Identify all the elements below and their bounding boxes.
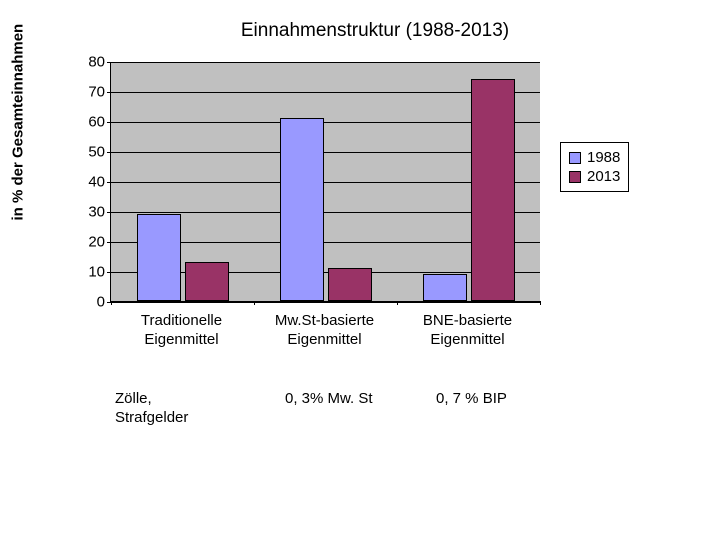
x-axis-label: BNE-basierteEigenmittel xyxy=(396,312,539,350)
x-tick-mark xyxy=(111,301,112,305)
bar xyxy=(423,274,467,301)
x-tick-mark xyxy=(540,301,541,305)
chart-container: Einnahmenstruktur (1988-2013) in % der G… xyxy=(40,20,680,362)
legend-item: 2013 xyxy=(569,168,620,185)
x-axis-label: TraditionelleEigenmittel xyxy=(110,312,253,350)
gridline xyxy=(111,62,540,63)
x-axis-label: Mw.St-basierteEigenmittel xyxy=(253,312,396,350)
legend-item: 1988 xyxy=(569,149,620,166)
chart-title: Einnahmenstruktur (1988-2013) xyxy=(70,20,680,42)
y-tick-label: 80 xyxy=(88,55,105,70)
y-tick-mark xyxy=(107,182,111,183)
legend-swatch-icon xyxy=(569,171,581,183)
bar xyxy=(328,268,372,301)
x-tick-mark xyxy=(254,301,255,305)
y-tick-label: 50 xyxy=(88,145,105,160)
bar xyxy=(137,214,181,301)
legend-swatch-icon xyxy=(569,152,581,164)
y-tick-label: 10 xyxy=(88,265,105,280)
annotation-text: 0, 7 % BIP xyxy=(436,390,507,409)
y-tick-mark xyxy=(107,152,111,153)
y-tick-label: 20 xyxy=(88,235,105,250)
y-tick-label: 70 xyxy=(88,85,105,100)
gridline xyxy=(111,302,540,303)
annotation-text: 0, 3% Mw. St xyxy=(285,390,373,409)
legend-label: 1988 xyxy=(587,149,620,166)
x-tick-mark xyxy=(397,301,398,305)
y-tick-mark xyxy=(107,122,111,123)
y-tick-mark xyxy=(107,212,111,213)
y-tick-label: 40 xyxy=(88,175,105,190)
y-axis-label: in % der Gesamteinnahmen xyxy=(10,24,27,221)
legend: 1988 2013 xyxy=(560,142,629,192)
bar xyxy=(471,79,515,301)
legend-label: 2013 xyxy=(587,168,620,185)
annotation-text: Zölle,Strafgelder xyxy=(115,390,188,428)
bar xyxy=(185,262,229,301)
chart-area: in % der Gesamteinnahmen 010203040506070… xyxy=(40,62,680,362)
y-tick-label: 0 xyxy=(97,295,105,310)
plot-region: 01020304050607080 xyxy=(110,62,540,302)
y-tick-mark xyxy=(107,62,111,63)
y-tick-mark xyxy=(107,242,111,243)
y-tick-mark xyxy=(107,92,111,93)
y-tick-mark xyxy=(107,272,111,273)
y-tick-label: 30 xyxy=(88,205,105,220)
bar xyxy=(280,118,324,301)
y-tick-label: 60 xyxy=(88,115,105,130)
